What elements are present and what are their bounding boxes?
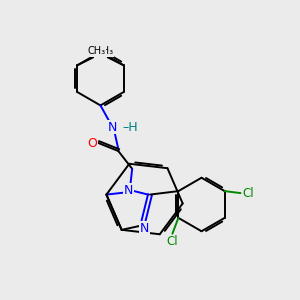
Text: N: N — [108, 121, 117, 134]
Text: Cl: Cl — [167, 235, 178, 248]
Text: N: N — [140, 222, 149, 235]
Text: Cl: Cl — [243, 187, 254, 200]
Text: CH₃: CH₃ — [95, 46, 113, 56]
Text: O: O — [88, 136, 98, 150]
Text: N: N — [124, 184, 133, 197]
Text: CH₃: CH₃ — [88, 46, 106, 56]
Text: –H: –H — [122, 121, 138, 134]
